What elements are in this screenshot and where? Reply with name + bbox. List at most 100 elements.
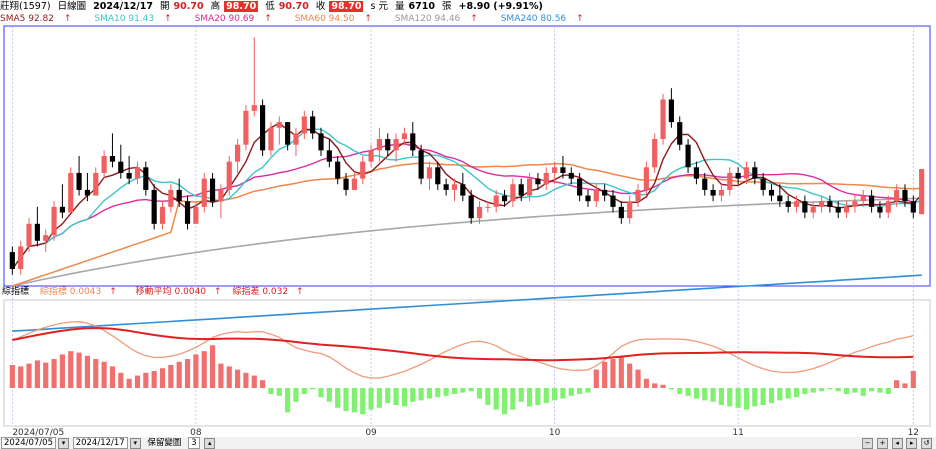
candle-body bbox=[176, 189, 182, 202]
candle-body bbox=[635, 189, 641, 202]
ind-legend-avg: 移動平均 0.0040 ↑ bbox=[135, 287, 222, 297]
candle-body bbox=[710, 189, 716, 196]
candle-body bbox=[93, 172, 99, 196]
candle-body bbox=[385, 139, 391, 151]
indicator-panel-frame bbox=[3, 299, 931, 427]
indicator-bar bbox=[760, 388, 766, 406]
candle-body bbox=[869, 195, 875, 207]
candle-body bbox=[143, 167, 149, 190]
ma-legend: SMA5 92.82 ↑ SMA10 91.43 ↑ SMA20 90.69 ↑ SM… bbox=[0, 13, 936, 26]
candle-body bbox=[293, 133, 299, 145]
candle-body bbox=[159, 206, 166, 224]
candle-body bbox=[643, 167, 649, 190]
indicator-bar bbox=[26, 363, 32, 388]
candle-body bbox=[735, 172, 741, 179]
zoom-out-icon[interactable]: − bbox=[862, 438, 874, 449]
start-date-field[interactable]: 2024/07/05 bbox=[1, 437, 56, 449]
indicator-bar bbox=[318, 388, 324, 398]
indicator-bar bbox=[34, 360, 40, 388]
candle-body bbox=[126, 172, 132, 179]
ma-legend-sma60: SMA60 94.50 ↑ bbox=[294, 14, 372, 24]
indicator-bar bbox=[368, 388, 374, 410]
indicator-bar bbox=[43, 362, 49, 388]
candle-body bbox=[243, 110, 249, 145]
spin-icon[interactable]: ▴ bbox=[204, 438, 216, 449]
candle-body bbox=[435, 167, 441, 185]
indicator-bar bbox=[843, 388, 850, 394]
candle-body bbox=[768, 189, 775, 196]
candle-body bbox=[877, 206, 883, 213]
indicator-bar bbox=[209, 345, 216, 388]
candle-body bbox=[818, 201, 825, 207]
candle-body bbox=[101, 156, 107, 173]
volume-value: 6710 bbox=[408, 1, 435, 12]
indicator-bar bbox=[635, 369, 641, 388]
indicator-bar bbox=[802, 388, 808, 394]
candle-body bbox=[752, 167, 758, 179]
indicator-bar bbox=[335, 388, 341, 408]
indicator-bar bbox=[685, 388, 691, 396]
candle-body bbox=[577, 178, 583, 196]
ma-legend-sma20: SMA20 90.69 ↑ bbox=[194, 14, 272, 24]
indicator-bar bbox=[193, 354, 199, 388]
indicator-bar bbox=[18, 366, 24, 388]
indicator-bar bbox=[568, 388, 574, 396]
ind-legend-title: 綜指標 bbox=[2, 287, 30, 297]
indicator-bar bbox=[435, 388, 441, 398]
indicator-bar bbox=[68, 351, 74, 388]
indicator-bar bbox=[376, 388, 382, 408]
candle-body bbox=[460, 184, 466, 196]
scroll-left-icon[interactable]: ◂ bbox=[891, 438, 903, 449]
candle-body bbox=[468, 195, 474, 219]
candle-body bbox=[318, 133, 324, 151]
candle-body bbox=[376, 139, 382, 151]
candle-body bbox=[660, 99, 666, 140]
indicator-bar bbox=[151, 370, 157, 388]
indicator-bar bbox=[552, 388, 558, 401]
indicator-bar bbox=[126, 378, 132, 388]
candle-body bbox=[727, 172, 733, 190]
end-date-dropdown-icon[interactable]: ▾ bbox=[129, 438, 141, 449]
zoom-in-icon[interactable]: + bbox=[876, 438, 888, 449]
x-tick-label: 2024/07/05 bbox=[12, 428, 64, 437]
low-value: 90.70 bbox=[278, 1, 309, 12]
indicator-bar bbox=[543, 388, 549, 404]
indicator-bar bbox=[894, 380, 900, 388]
indicator-bar bbox=[818, 388, 825, 392]
start-date-dropdown-icon[interactable]: ▾ bbox=[58, 438, 69, 449]
candle-body bbox=[218, 189, 224, 202]
indicator-bar bbox=[885, 388, 891, 394]
candle-body bbox=[802, 201, 808, 213]
open-value: 90.70 bbox=[173, 1, 204, 12]
open-label: 開 bbox=[160, 1, 170, 12]
indicator-bar bbox=[602, 361, 608, 388]
indicator-bar bbox=[143, 372, 149, 388]
close-value: 98.70 bbox=[329, 1, 364, 12]
ind-legend-diff: 綜指差 0.032 ↑ bbox=[232, 287, 304, 297]
keep-value-field[interactable]: 3 bbox=[188, 437, 200, 449]
candle-body bbox=[627, 201, 633, 219]
indicator-bar bbox=[360, 388, 366, 415]
price-panel-frame bbox=[3, 25, 931, 287]
candle-body bbox=[34, 223, 40, 241]
end-date-field[interactable]: 2024/12/17 bbox=[72, 437, 128, 449]
keep-label: 保留變圖 bbox=[147, 438, 182, 448]
indicator-bar bbox=[243, 372, 249, 388]
candle-body bbox=[668, 99, 674, 123]
indicator-bar bbox=[51, 359, 57, 388]
x-tick-label: 09 bbox=[365, 428, 377, 437]
indicator-bar bbox=[260, 380, 266, 388]
candle-body bbox=[109, 156, 116, 162]
candle-body bbox=[335, 161, 341, 179]
indicator-bar bbox=[702, 388, 708, 401]
ind-legend-value: 綜指標 0.0043 ↑ bbox=[39, 287, 117, 297]
footer-bar: 2024/07/05 ▾ 2024/12/17 ▾ 保留變圖 3 ▴ − + ◂ ▸… bbox=[0, 437, 936, 449]
scroll-right-icon[interactable]: ▸ bbox=[906, 438, 918, 449]
indicator-bar bbox=[310, 388, 316, 390]
candle-body bbox=[426, 167, 433, 179]
indicator-bar bbox=[877, 388, 883, 393]
reset-icon[interactable]: ↺ bbox=[921, 438, 932, 449]
indicator-bar bbox=[276, 388, 282, 396]
indicator-bar bbox=[518, 388, 524, 402]
candle-body bbox=[526, 178, 533, 196]
